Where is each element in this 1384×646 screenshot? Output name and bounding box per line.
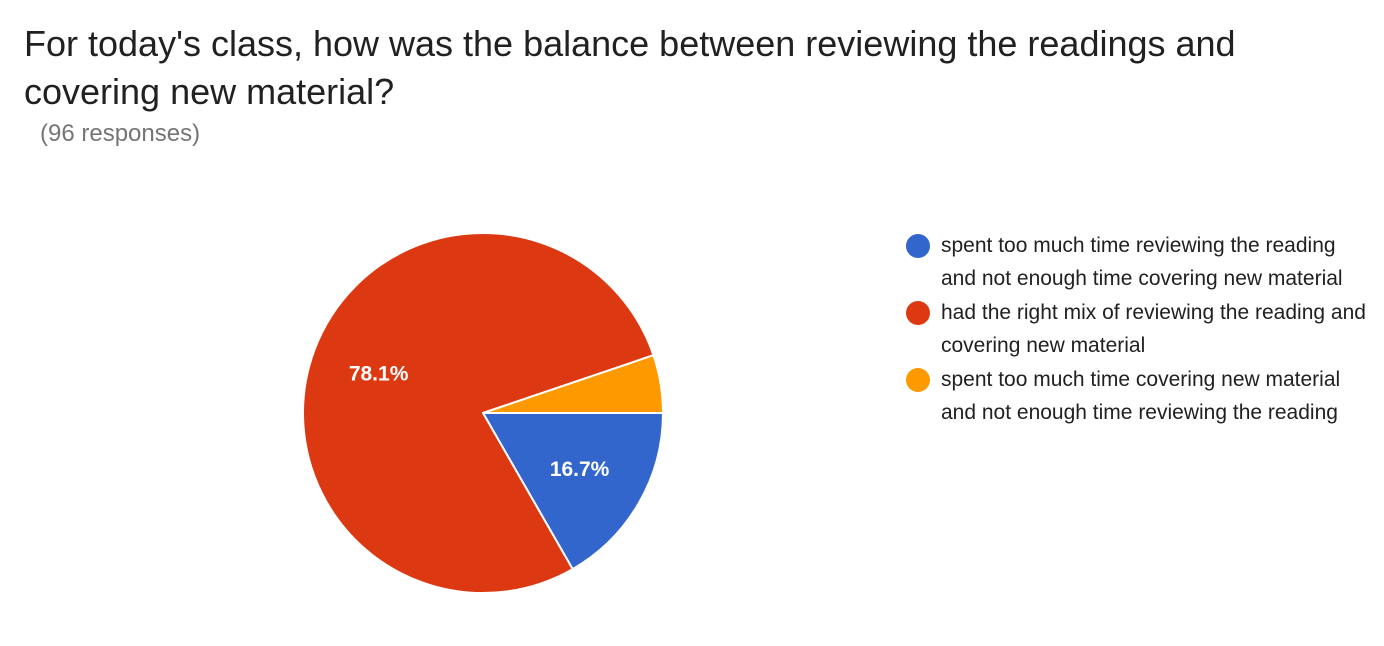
legend-item-3[interactable]: spent too much time covering new materia…: [906, 364, 1366, 429]
legend-color-dot-icon: [906, 234, 930, 258]
legend-color-dot-icon: [906, 368, 930, 392]
legend-label: spent too much time covering new materia…: [941, 368, 1341, 424]
chart-legend: spent too much time reviewing the readin…: [906, 230, 1366, 431]
legend-item-1[interactable]: spent too much time reviewing the readin…: [906, 230, 1366, 295]
legend-label: spent too much time reviewing the readin…: [941, 234, 1343, 290]
legend-item-2[interactable]: had the right mix of reviewing the readi…: [906, 297, 1366, 362]
pie-slice-2[interactable]: [302, 232, 655, 594]
pie-slice-3[interactable]: [482, 354, 664, 414]
pie-slice-label-1: 16.7%: [550, 458, 610, 481]
chart-title: For today's class, how was the balance b…: [24, 23, 1236, 112]
pie-slice-label-2: 78.1%: [349, 363, 409, 386]
pie-slice-1[interactable]: [482, 412, 664, 571]
response-count: (96 responses): [40, 120, 201, 147]
legend-color-dot-icon: [906, 301, 930, 325]
legend-label: had the right mix of reviewing the readi…: [941, 301, 1366, 357]
